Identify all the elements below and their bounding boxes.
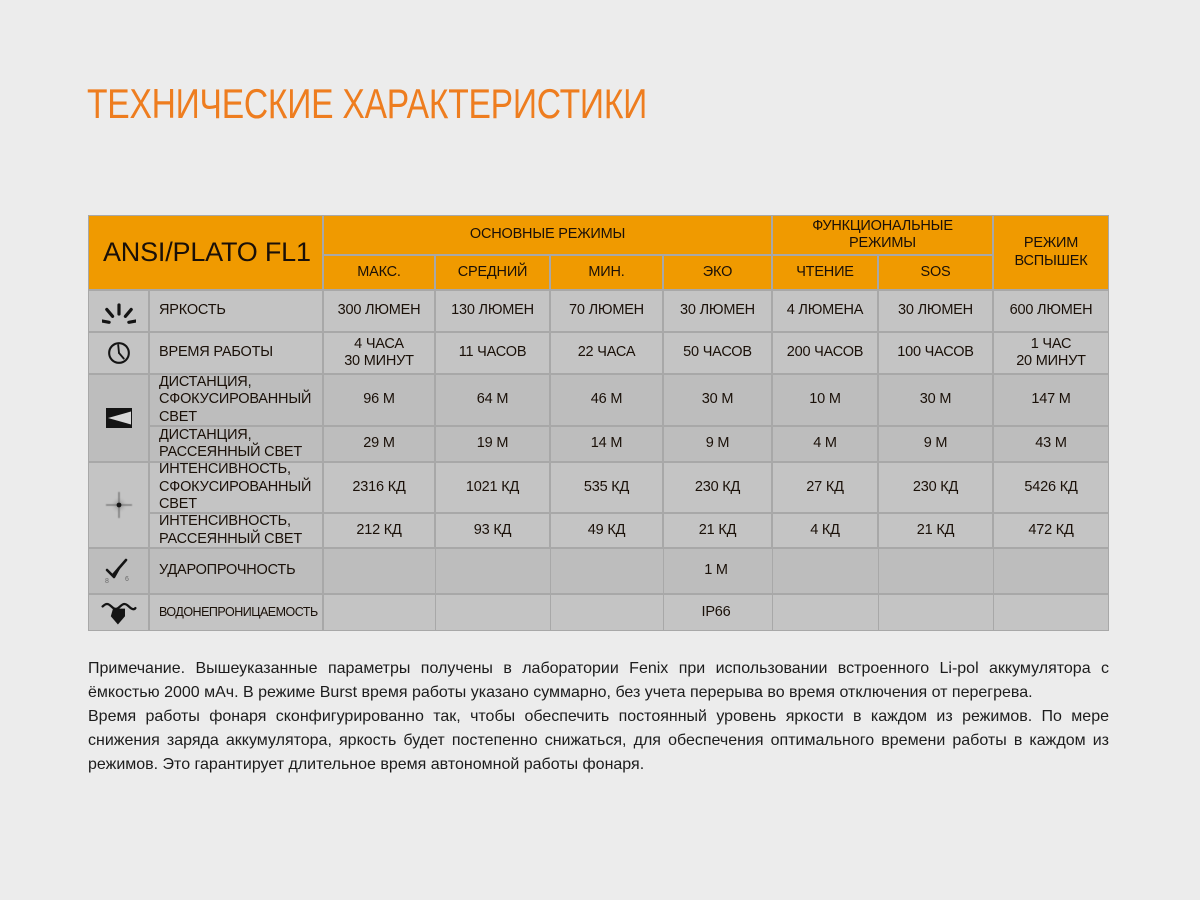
svg-text:6: 6 — [125, 576, 129, 583]
svg-text:8: 8 — [105, 578, 109, 584]
